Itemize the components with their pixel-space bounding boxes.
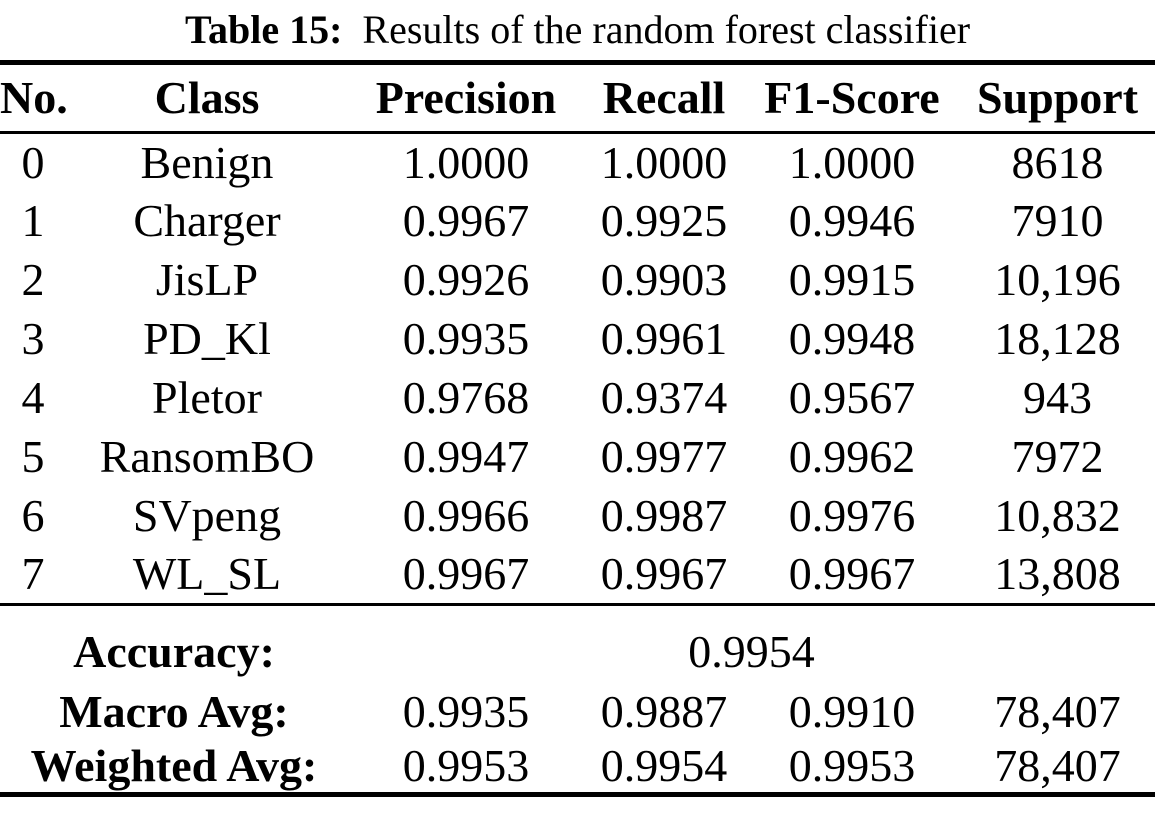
accuracy-row: Accuracy: 0.9954 bbox=[0, 603, 1155, 685]
cell-class: PD_Kl bbox=[143, 313, 271, 364]
column-header-recall: Recall bbox=[584, 62, 744, 134]
cell-class: Benign bbox=[140, 136, 274, 188]
cell-support: 7972 bbox=[1011, 431, 1104, 482]
cell-precision: 0.9926 bbox=[402, 254, 530, 305]
table-caption-text: Results of the random forest classifier bbox=[362, 7, 971, 52]
cell-no: 3 bbox=[21, 313, 45, 364]
cell-no: 0 bbox=[21, 136, 45, 188]
column-header-no: No. bbox=[0, 62, 68, 134]
cell-f1-score: 0.9962 bbox=[788, 431, 916, 482]
column-header-precision: Precision bbox=[348, 62, 584, 134]
macro-avg-support: 78,407 bbox=[994, 686, 1121, 737]
cell-f1-score: 0.9567 bbox=[788, 372, 916, 423]
cell-precision: 0.9967 bbox=[402, 548, 530, 600]
table-row: 0 Benign 1.0000 1.0000 1.0000 8618 bbox=[0, 133, 1155, 192]
cell-recall: 1.0000 bbox=[600, 136, 728, 188]
column-header-support: Support bbox=[960, 62, 1155, 134]
cell-recall: 0.9961 bbox=[600, 313, 728, 364]
cell-f1-score: 0.9948 bbox=[788, 313, 916, 364]
table-summary: Accuracy: 0.9954 Macro Avg: 0.9935 0.988… bbox=[0, 603, 1155, 795]
column-header-class: Class bbox=[66, 62, 348, 134]
cell-support: 7910 bbox=[1011, 195, 1104, 246]
cell-precision: 0.9935 bbox=[402, 313, 530, 364]
weighted-avg-label: Weighted Avg: bbox=[30, 739, 318, 791]
header-row: No. Class Precision Recall F1-Score Supp… bbox=[0, 62, 1155, 134]
cell-recall: 0.9925 bbox=[600, 195, 728, 246]
cell-f1-score: 0.9976 bbox=[788, 490, 916, 541]
table-body: 0 Benign 1.0000 1.0000 1.0000 8618 1 Charger 0.9… bbox=[0, 133, 1155, 605]
table-row: 6 SVpeng 0.9966 0.9987 0.9976 10,832 bbox=[0, 487, 1155, 546]
column-header-f1-score: F1-Score bbox=[744, 62, 960, 134]
cell-no: 7 bbox=[21, 548, 45, 600]
macro-avg-recall: 0.9887 bbox=[600, 686, 728, 737]
cell-precision: 0.9967 bbox=[402, 195, 530, 246]
weighted-avg-f1-score: 0.9953 bbox=[788, 739, 916, 791]
table-row: 3 PD_Kl 0.9935 0.9961 0.9948 18,128 bbox=[0, 310, 1155, 369]
macro-avg-row: Macro Avg: 0.9935 0.9887 0.9910 78,407 bbox=[0, 685, 1155, 740]
weighted-avg-row: Weighted Avg: 0.9953 0.9954 0.9953 78,40… bbox=[0, 740, 1155, 795]
cell-support: 10,832 bbox=[994, 490, 1121, 541]
cell-no: 5 bbox=[21, 431, 45, 482]
cell-f1-score: 0.9915 bbox=[788, 254, 916, 305]
weighted-avg-support: 78,407 bbox=[994, 739, 1121, 791]
cell-precision: 1.0000 bbox=[402, 136, 530, 188]
cell-class: JisLP bbox=[155, 254, 259, 305]
accuracy-label: Accuracy: bbox=[0, 603, 348, 685]
cell-class: WL_SL bbox=[132, 548, 282, 600]
cell-precision: 0.9947 bbox=[402, 431, 530, 482]
cell-recall: 0.9987 bbox=[600, 490, 728, 541]
table-caption-label: Table 15: bbox=[184, 7, 343, 52]
cell-class: SVpeng bbox=[132, 490, 282, 541]
cell-support: 13,808 bbox=[994, 548, 1121, 600]
cell-class: Charger bbox=[133, 195, 281, 246]
table-row: 7 WL_SL 0.9967 0.9967 0.9967 13,808 bbox=[0, 546, 1155, 605]
weighted-avg-precision: 0.9953 bbox=[402, 739, 530, 791]
macro-avg-f1-score: 0.9910 bbox=[788, 686, 916, 737]
table-row: 4 Pletor 0.9768 0.9374 0.9567 943 bbox=[0, 369, 1155, 428]
cell-precision: 0.9966 bbox=[402, 490, 530, 541]
cell-recall: 0.9903 bbox=[600, 254, 728, 305]
cell-f1-score: 0.9967 bbox=[788, 548, 916, 600]
cell-precision: 0.9768 bbox=[402, 372, 530, 423]
cell-recall: 0.9374 bbox=[600, 372, 728, 423]
cell-no: 1 bbox=[21, 195, 45, 246]
macro-avg-precision: 0.9935 bbox=[402, 686, 530, 737]
cell-recall: 0.9977 bbox=[600, 431, 728, 482]
macro-avg-label: Macro Avg: bbox=[59, 686, 289, 737]
cell-recall: 0.9967 bbox=[600, 548, 728, 600]
cell-no: 4 bbox=[21, 372, 45, 423]
results-table: No. Class Precision Recall F1-Score Supp… bbox=[0, 60, 1155, 797]
cell-support: 18,128 bbox=[994, 313, 1121, 364]
cell-f1-score: 1.0000 bbox=[788, 136, 916, 188]
table-row: 1 Charger 0.9967 0.9925 0.9946 7910 bbox=[0, 192, 1155, 251]
cell-support: 10,196 bbox=[994, 254, 1121, 305]
accuracy-value: 0.9954 bbox=[348, 603, 1155, 685]
cell-class: Pletor bbox=[152, 372, 262, 423]
weighted-avg-recall: 0.9954 bbox=[600, 739, 728, 791]
cell-no: 6 bbox=[21, 490, 45, 541]
table-header: No. Class Precision Recall F1-Score Supp… bbox=[0, 62, 1155, 134]
cell-support: 8618 bbox=[1011, 136, 1104, 188]
table-row: 2 JisLP 0.9926 0.9903 0.9915 10,196 bbox=[0, 251, 1155, 310]
cell-no: 2 bbox=[21, 254, 45, 305]
cell-class: RansomBO bbox=[99, 431, 315, 482]
table-row: 5 RansomBO 0.9947 0.9977 0.9962 7972 bbox=[0, 428, 1155, 487]
cell-support: 943 bbox=[1023, 372, 1092, 423]
cell-f1-score: 0.9946 bbox=[788, 195, 916, 246]
table-caption: Table 15: Results of the random forest c… bbox=[0, 0, 1155, 60]
